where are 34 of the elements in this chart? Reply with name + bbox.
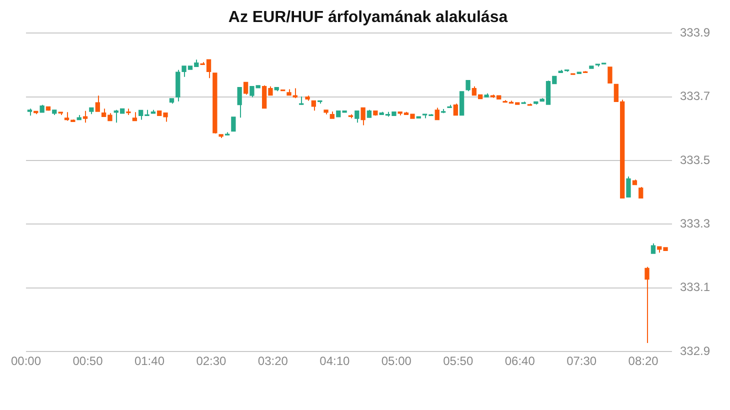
candlestick [243, 82, 248, 96]
candlestick [466, 80, 470, 92]
x-tick-label: 05:00 [381, 354, 412, 368]
candlestick [311, 100, 316, 112]
candlestick [453, 103, 458, 116]
x-tick-label: 00:00 [11, 354, 42, 368]
candlestick [354, 110, 360, 124]
y-tick-label: 333.1 [680, 280, 710, 294]
candlestick [237, 86, 242, 118]
y-tick-label: 333.9 [680, 26, 710, 40]
candlestick [231, 116, 236, 132]
candlestick [608, 66, 612, 84]
chart-title: Az EUR/HUF árfolyamának alakulása [228, 9, 508, 26]
y-tick-label: 332.9 [680, 344, 710, 358]
candlestick [650, 242, 656, 254]
x-tick-label: 01:40 [134, 354, 165, 368]
candlestick [644, 266, 650, 344]
candlestick [434, 107, 440, 120]
candlestick [626, 176, 631, 198]
x-tick-label: 05:50 [443, 354, 474, 368]
candlestick [638, 186, 644, 199]
x-tick-label: 02:30 [196, 354, 227, 368]
x-tick-label: 06:40 [504, 354, 536, 368]
x-tick-label: 08:20 [628, 354, 659, 368]
y-tick-label: 333.5 [680, 152, 710, 167]
candlestick [95, 95, 100, 112]
candlestick [360, 107, 366, 126]
x-tick-label: 03:20 [258, 354, 288, 368]
y-tick-label: 333.7 [680, 89, 710, 104]
y-tick-label: 333.3 [680, 216, 710, 231]
x-tick-label: 07:30 [566, 354, 597, 368]
x-tick-label: 04:10 [320, 354, 350, 368]
candlestick [82, 110, 88, 124]
x-tick-label: 00:50 [72, 354, 104, 368]
